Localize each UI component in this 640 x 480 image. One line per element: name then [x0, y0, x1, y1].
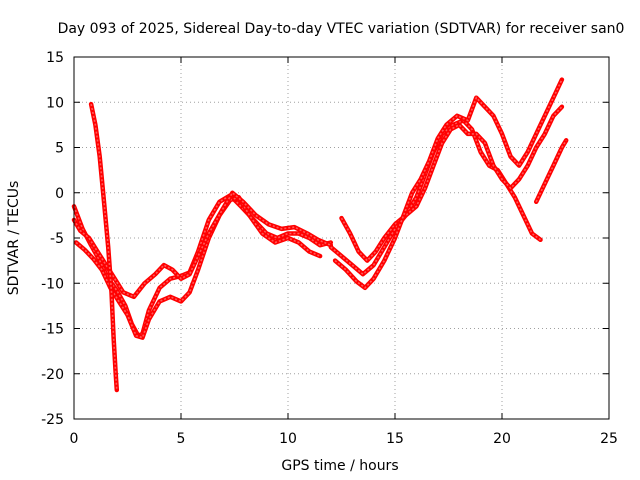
- series-marker-texture-trace-4: [90, 103, 118, 391]
- series-line-trace-6: [328, 104, 565, 277]
- y-axis-label: SDTVAR / TECUs: [6, 181, 22, 296]
- chart-title: Day 093 of 2025, Sidereal Day-to-day VTE…: [58, 21, 625, 37]
- x-axis-label: GPS time / hours: [281, 458, 398, 474]
- series-line-trace-7: [332, 77, 565, 291]
- axis-ticks: 0 5 10 15 20 25 -25 -20 -15 -10 -5 0 5 10 15: [41, 50, 618, 447]
- x-tick-label: 10: [279, 431, 297, 447]
- y-tick-label: -5: [50, 231, 64, 247]
- x-tick-label: 15: [386, 431, 404, 447]
- series-marker-texture-trace-7: [334, 79, 563, 289]
- x-tick-label: 0: [70, 431, 79, 447]
- x-tick-label: 25: [600, 431, 618, 447]
- series-marker-texture-trace-8: [535, 139, 567, 203]
- y-tick-label: 0: [55, 186, 64, 202]
- y-tick-label: -25: [41, 412, 64, 428]
- y-tick-label: -10: [41, 276, 64, 292]
- y-tick-label: 5: [55, 141, 64, 157]
- series-line-trace-4: [88, 101, 120, 393]
- y-tick-label: -20: [41, 367, 64, 383]
- x-tick-label: 5: [177, 431, 186, 447]
- series-line-trace-8: [533, 138, 569, 205]
- series-layer: [71, 77, 569, 393]
- y-tick-label: -15: [41, 322, 64, 338]
- x-tick-label: 20: [493, 431, 511, 447]
- grid-lines: [74, 57, 609, 419]
- y-tick-label: 10: [46, 95, 64, 111]
- y-tick-label: 15: [46, 50, 64, 66]
